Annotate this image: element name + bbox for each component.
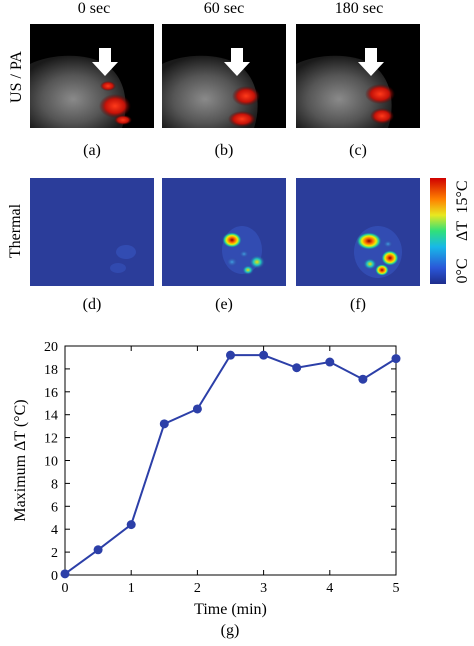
thermal-map-0sec	[30, 178, 154, 286]
arrow-icon	[224, 48, 250, 76]
y-tick-label: 14	[44, 409, 58, 424]
x-tick-label: 1	[128, 581, 135, 596]
y-tick-label: 16	[44, 386, 58, 401]
x-tick-label: 3	[260, 581, 267, 596]
y-axis-label: Maximum ΔT (°C)	[12, 399, 29, 521]
time-label-60: 60 sec	[203, 0, 245, 17]
colorbar-max-label: 15°C	[454, 180, 471, 214]
y-tick-label: 2	[51, 546, 58, 561]
row-label-us-pa: US / PA	[8, 51, 25, 103]
panel-label-a: (a)	[83, 142, 101, 159]
y-tick-label: 18	[44, 363, 58, 378]
panel-label-e: (e)	[215, 296, 233, 313]
thermal-map-180sec	[296, 178, 420, 286]
panel-label-g: (g)	[220, 622, 240, 639]
data-point	[325, 357, 335, 367]
y-tick-label: 4	[51, 523, 58, 538]
data-point	[159, 419, 169, 429]
panel-label-d: (d)	[82, 296, 102, 313]
x-axis-label: Time (min)	[194, 601, 267, 618]
us-pa-image-0sec	[30, 24, 154, 128]
x-tick-label: 5	[393, 581, 400, 596]
y-tick-label: 20	[44, 340, 58, 355]
thermal-map-60sec	[162, 178, 286, 286]
data-point	[292, 363, 302, 373]
y-tick-label: 0	[51, 569, 58, 584]
panel-label-f: (f)	[350, 296, 366, 313]
time-label-0: 0 sec	[77, 0, 111, 17]
y-tick-label: 12	[44, 432, 58, 447]
colorbar-symbol: ΔT	[454, 220, 471, 242]
us-pa-image-graphic	[30, 24, 154, 128]
thermal-map-graphic	[296, 178, 420, 286]
colorbar-min-label: 0°C	[454, 258, 471, 284]
data-point	[358, 374, 368, 384]
x-tick-label: 0	[62, 581, 69, 596]
plot-frame	[64, 345, 397, 576]
us-pa-image-60sec	[162, 24, 286, 128]
data-point	[60, 569, 70, 579]
arrow-icon	[358, 48, 384, 76]
us-pa-image-180sec	[296, 24, 420, 128]
data-point	[391, 354, 401, 364]
y-tick-label: 10	[44, 455, 58, 470]
colorbar	[430, 178, 446, 284]
data-point	[126, 520, 136, 530]
data-point	[259, 350, 269, 360]
time-label-180: 180 sec	[334, 0, 384, 17]
arrow-icon	[92, 48, 118, 76]
panel-label-c: (c)	[349, 142, 367, 159]
y-tick-label: 8	[51, 477, 58, 492]
panel-label-b: (b)	[214, 142, 234, 159]
y-tick-label: 6	[51, 500, 58, 515]
row-label-thermal: Thermal	[7, 203, 24, 259]
data-point	[192, 404, 202, 414]
series-line	[64, 354, 397, 575]
thermal-map-graphic	[30, 178, 154, 286]
x-tick-label: 4	[326, 581, 333, 596]
us-pa-image-graphic	[296, 24, 420, 128]
data-point	[93, 545, 103, 555]
thermal-map-graphic	[162, 178, 286, 286]
data-point	[226, 350, 235, 360]
us-pa-image-graphic	[162, 24, 286, 128]
x-tick-label: 2	[194, 581, 201, 596]
